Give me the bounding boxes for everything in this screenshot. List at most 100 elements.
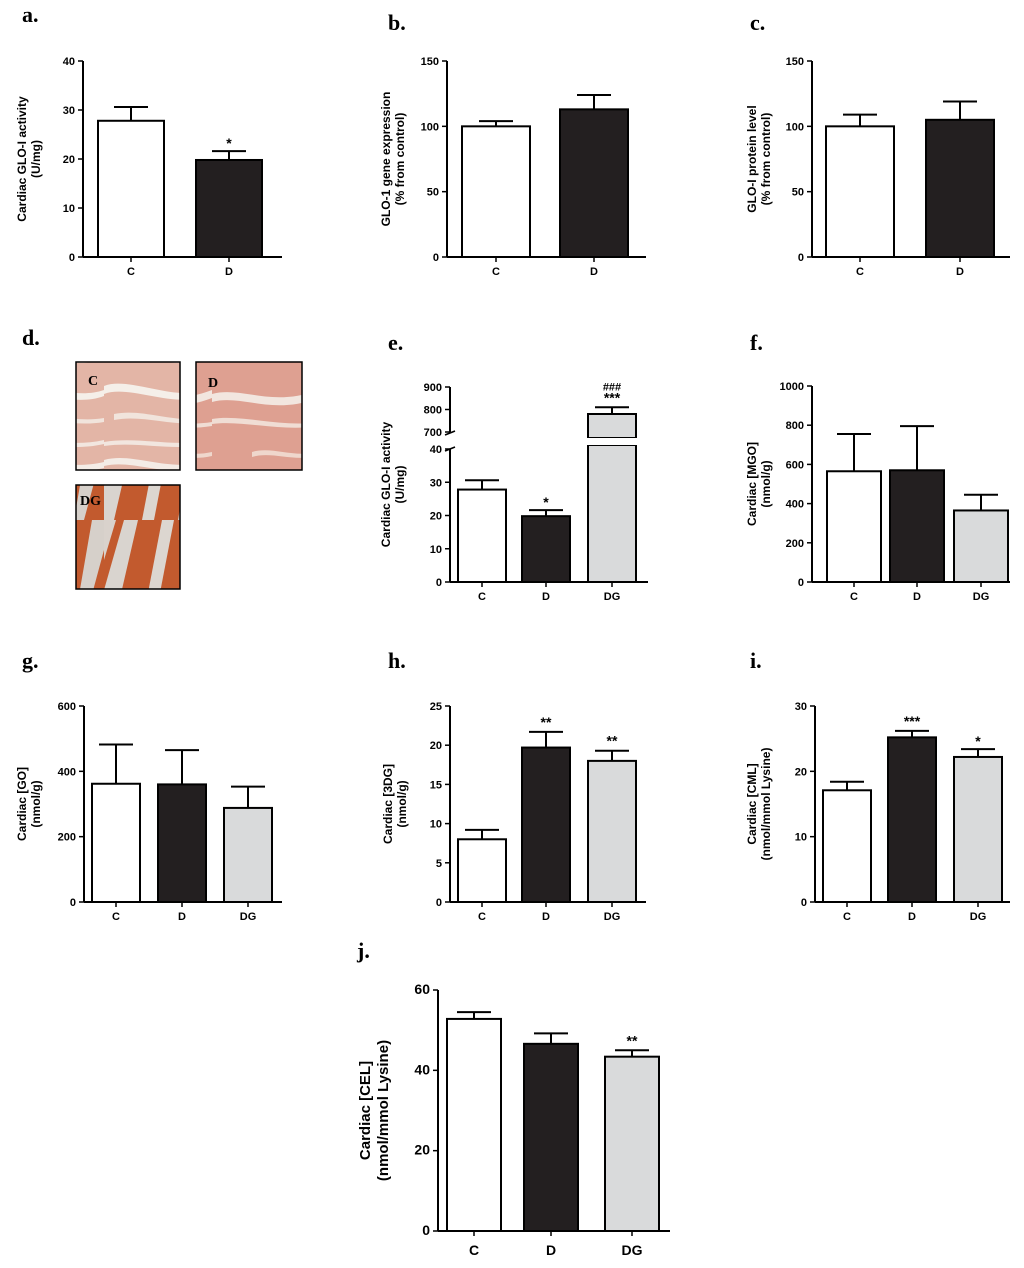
y-tick-label-f: 400 [786,499,804,511]
x-tick-label-a: D [225,266,233,278]
panel-label-c: c. [750,10,765,35]
x-tick-label-g: C [112,911,120,923]
y-tick-label-f: 200 [786,538,804,550]
y-tick-label-e: 10 [430,544,442,556]
y-axis-label-c: GLO-I protein level [745,105,759,212]
y-axis-label-f: (nmol/g) [759,460,773,507]
y-tick-label-j: 0 [422,1222,430,1238]
significance-h-d: ** [541,714,552,730]
x-tick-label-b: C [492,266,500,278]
significance-j-dg: ** [627,1032,638,1048]
bar-f-c [826,470,882,584]
x-tick-label-f: D [913,591,921,603]
bar-b-d [559,108,629,258]
y-tick-label-c: 150 [786,56,804,68]
x-tick-label-e: D [542,591,550,603]
y-tick-label-e: 700 [424,427,442,439]
y-tick-label-h: 5 [436,858,442,870]
bar-i-c [822,789,872,904]
y-tick-label-j: 60 [414,981,430,997]
bar-g-dg [223,806,273,903]
y-tick-label-a: 0 [69,252,75,264]
y-tick-label-h: 0 [436,897,442,909]
chart-panel-b: b. 0 50 100 150 C D GLO-1 gene expression (% fro… [379,10,646,278]
bar-i-dg [953,755,1003,904]
bar-i-d [887,736,937,903]
y-tick-label-g: 400 [58,766,76,778]
y-tick-label-c: 0 [798,252,804,264]
significance-a-d: * [226,135,232,151]
y-axis-label-e: Cardiac GLO-I activity [379,421,393,547]
y-tick-label-i: 10 [795,832,807,844]
bar-g-d [157,783,207,904]
x-tick-label-h: C [478,911,486,923]
bar-g-c [91,782,141,903]
y-tick-label-c: 50 [792,187,804,199]
y-tick-label-i: 20 [795,766,807,778]
chart-panel-c: c. 0 50 100 150 C D GLO-I protein level (% from … [745,10,1010,278]
bar-a-c [97,119,165,258]
panel-label-j: j. [356,938,370,963]
panel-label-e: e. [388,330,403,355]
bar-h-c [457,838,507,904]
y-tick-label-a: 10 [63,203,75,215]
x-tick-label-a: C [127,266,135,278]
y-tick-label-i: 30 [795,701,807,713]
significance-i-dg: * [975,733,981,749]
micrograph-label-d: D [208,376,218,391]
x-tick-label-h: DG [604,911,621,923]
y-tick-label-e: 0 [436,577,442,589]
bar-h-dg [587,759,637,903]
y-tick-label-a: 40 [63,56,75,68]
y-axis-label-b: (% from control) [393,113,407,206]
y-tick-label-f: 800 [786,420,804,432]
y-axis-label-g: Cardiac [GO] [15,767,29,841]
bar-h-d [521,746,571,903]
x-tick-label-c: C [856,266,864,278]
x-tick-label-b: D [590,266,598,278]
axis-break-gap-e [586,438,638,445]
x-tick-label-j: DG [622,1242,643,1258]
micrograph-d: D [195,361,303,471]
x-tick-label-i: D [908,911,916,923]
x-tick-label-g: DG [240,911,257,923]
x-tick-label-f: C [850,591,858,603]
x-tick-label-i: C [843,911,851,923]
y-axis-label-a: (U/mg) [29,140,43,178]
significance-e-dg: *** [604,389,621,405]
x-tick-label-j: C [469,1242,479,1258]
y-tick-label-h: 20 [430,740,442,752]
y-axis-label-j: Cardiac [CEL] [357,1061,374,1160]
y-axis-label-h: (nmol/g) [395,780,409,827]
bar-e-c [457,488,507,583]
y-tick-label-f: 1000 [780,381,804,393]
y-axis-label-h: Cardiac [3DG] [381,764,395,844]
y-tick-label-h: 10 [430,819,442,831]
bar-c-c [825,125,895,259]
bar-a-d [195,158,263,258]
panel-label-b: b. [388,10,406,35]
y-axis-label-c: (% from control) [759,113,773,206]
y-tick-label-e: 20 [430,511,442,523]
significance-h-dg: ** [607,733,618,749]
y-tick-label-a: 30 [63,105,75,117]
micrograph-panel-d: d. C D DG [22,325,303,590]
chart-panel-e: e. 0 10 20 30 40 700 800 900 C D * DG ***### Cardiac G… [379,330,648,603]
significance-i-d: *** [904,713,921,729]
y-tick-label-b: 0 [433,252,439,264]
micrograph-c: C [75,361,181,471]
bar-b-c [461,125,531,259]
x-tick-label-e: DG [604,591,621,603]
x-tick-label-g: D [178,911,186,923]
panel-label-g: g. [22,648,39,673]
chart-panel-f: f. 0 200 400 600 800 1000 C D DG Cardiac [MGO] (nmo… [745,330,1010,603]
y-tick-label-a: 20 [63,154,75,166]
x-tick-label-e: C [478,591,486,603]
axis-break-mark-e [444,430,456,436]
y-tick-label-b: 100 [421,121,439,133]
y-tick-label-j: 40 [414,1061,430,1077]
y-tick-label-g: 600 [58,701,76,713]
chart-panel-j: j. 0 20 40 60 C D DG ** Cardiac [CEL] (nmol/mmol L… [356,938,670,1258]
y-tick-label-h: 25 [430,701,442,713]
